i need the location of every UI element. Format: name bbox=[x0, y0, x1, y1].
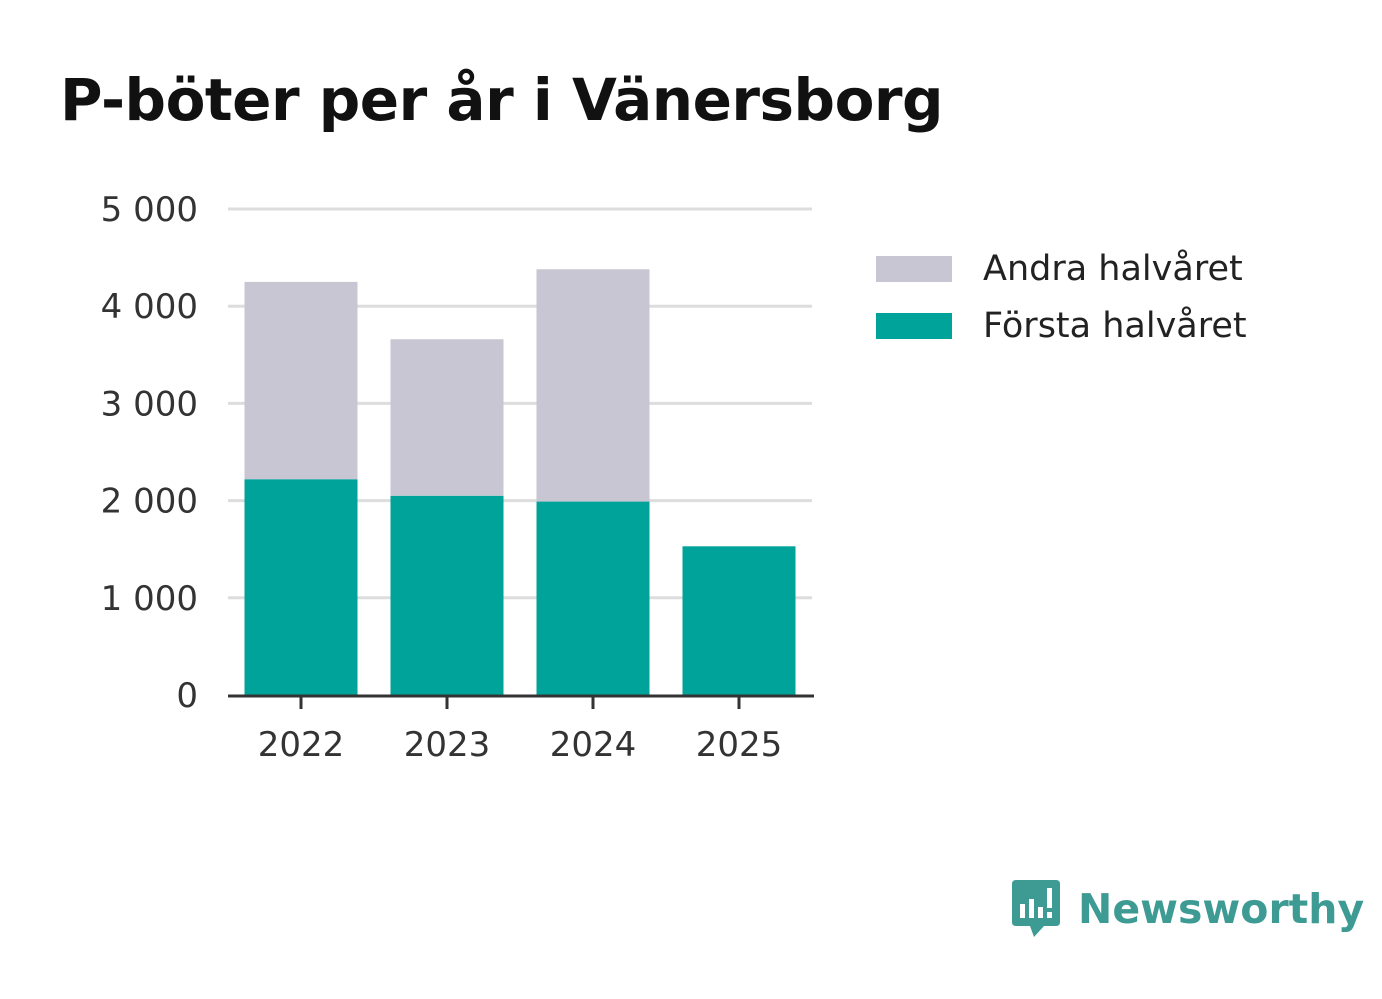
x-tick-label-2024: 2024 bbox=[550, 725, 637, 765]
brand-logo: Newsworthy bbox=[1010, 878, 1364, 940]
bar-2025-series-0 bbox=[682, 546, 796, 695]
legend-item-forsta: Första halvåret bbox=[876, 297, 1247, 354]
y-tick-label: 4 000 bbox=[101, 287, 198, 327]
bar-2023-series-0 bbox=[390, 495, 504, 695]
y-tick-label: 3 000 bbox=[101, 384, 198, 424]
y-tick-label: 2 000 bbox=[101, 482, 198, 522]
x-tick-label-2022: 2022 bbox=[258, 725, 345, 765]
y-tick-label: 1 000 bbox=[101, 579, 198, 619]
legend-label-andra: Andra halvåret bbox=[983, 248, 1243, 289]
bar-2024-series-0 bbox=[536, 501, 650, 695]
legend-swatch-andra bbox=[876, 255, 952, 282]
y-tick-label: 5 000 bbox=[101, 190, 198, 230]
legend-item-andra: Andra halvåret bbox=[876, 240, 1247, 297]
bar-2022-series-0 bbox=[244, 479, 358, 695]
bar-2023-series-1 bbox=[390, 339, 504, 496]
bar-2024-series-1 bbox=[536, 269, 650, 502]
x-tick-label-2023: 2023 bbox=[404, 725, 491, 765]
y-tick-label: 0 bbox=[176, 676, 198, 716]
brand-name: Newsworthy bbox=[1078, 885, 1365, 933]
x-tick-label-2025: 2025 bbox=[696, 725, 783, 765]
bar-2022-series-1 bbox=[244, 281, 358, 480]
legend-swatch-forsta bbox=[876, 312, 952, 339]
legend-label-forsta: Första halvåret bbox=[983, 305, 1247, 346]
chart-title: P-böter per år i Vänersborg bbox=[60, 66, 944, 134]
legend: Andra halvåret Första halvåret bbox=[876, 240, 1247, 354]
newsworthy-logo-icon bbox=[1012, 880, 1060, 937]
